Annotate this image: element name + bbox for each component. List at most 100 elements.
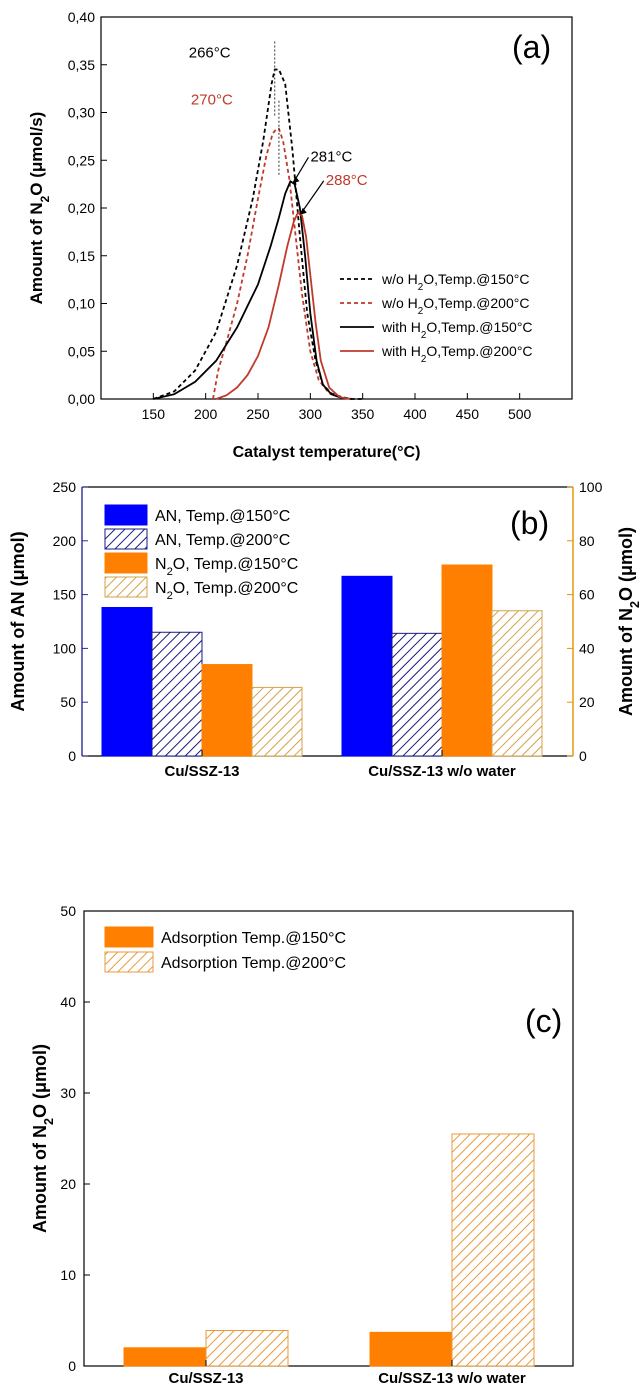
legend-label: AN, Temp.@150°C bbox=[155, 508, 290, 525]
y-axis-title-part: mol) bbox=[30, 1044, 50, 1082]
bar bbox=[201, 664, 253, 757]
legend-label-part: O,Temp.@200°C bbox=[426, 343, 532, 359]
legend-label-part: O, Temp.@150°C bbox=[173, 556, 299, 573]
bar bbox=[441, 564, 493, 757]
legend-label-part: O,Temp.@150°C bbox=[423, 271, 529, 287]
y-axis-title-part: 2 bbox=[38, 195, 52, 202]
y-axis-title-part: 2 bbox=[42, 1118, 56, 1125]
left-tick-label: 0 bbox=[68, 748, 76, 764]
y-tick-label: 0,30 bbox=[68, 105, 95, 121]
annotation-arrowhead bbox=[292, 176, 300, 184]
y-tick-label: 20 bbox=[60, 1176, 76, 1192]
legend-label: N2O, Temp.@150°C bbox=[155, 556, 298, 578]
left-tick-label: 50 bbox=[60, 694, 76, 710]
y-tick-label: 0,15 bbox=[68, 248, 95, 264]
legend-label: w/o H2O,Temp.@200°C bbox=[381, 295, 529, 317]
legend-label: with H2O,Temp.@150°C bbox=[381, 319, 533, 341]
annotation-arrow bbox=[300, 180, 325, 215]
right-axis-title-part: Amount of N bbox=[616, 608, 636, 716]
series-line bbox=[153, 179, 353, 400]
category-label: Cu/SSZ-13 w/o water bbox=[368, 763, 516, 780]
y-tick-label: 0,00 bbox=[68, 391, 95, 407]
bar bbox=[151, 631, 203, 757]
right-tick-label: 60 bbox=[579, 587, 595, 603]
series-line bbox=[152, 68, 363, 400]
legend-label: Adsorption Temp.@150°C bbox=[161, 930, 346, 947]
y-tick-label: 0,25 bbox=[68, 152, 95, 168]
peak-annotation: 270°C bbox=[191, 92, 233, 109]
category-label: Cu/SSZ-13 bbox=[164, 763, 239, 780]
y-axis-title-part: mol/s) bbox=[27, 112, 46, 162]
x-tick-label: 500 bbox=[508, 406, 532, 422]
legend-label-part: 2 bbox=[421, 354, 426, 365]
series-line bbox=[212, 127, 353, 400]
y-tick-label: 0,35 bbox=[68, 57, 95, 73]
peak-annotation: 281°C bbox=[310, 148, 352, 165]
right-axis-title-part: μ bbox=[616, 565, 636, 576]
right-tick-label: 20 bbox=[579, 694, 595, 710]
peak-annotation: 288°C bbox=[326, 172, 368, 189]
peak-annotation: 266°C bbox=[189, 45, 231, 62]
x-axis-title: Catalyst temperature(°C) bbox=[233, 444, 421, 461]
panel-label: (c) bbox=[525, 1003, 562, 1039]
legend-label: AN, Temp.@200°C bbox=[155, 532, 290, 549]
bar bbox=[369, 1331, 453, 1367]
plot-frame bbox=[83, 910, 574, 1367]
bar bbox=[451, 1133, 535, 1367]
left-tick-label: 100 bbox=[53, 640, 77, 656]
category-label: Cu/SSZ-13 w/o water bbox=[378, 1370, 526, 1387]
left-tick-label: 250 bbox=[53, 479, 77, 495]
x-tick-label: 200 bbox=[194, 406, 218, 422]
legend-label: w/o H2O,Temp.@150°C bbox=[381, 271, 529, 293]
annotation-arrowhead bbox=[299, 207, 307, 215]
bar bbox=[251, 686, 303, 757]
legend-label-part: 2 bbox=[418, 282, 423, 293]
x-tick-label: 450 bbox=[456, 406, 480, 422]
legend-label-part: O,Temp.@200°C bbox=[423, 295, 529, 311]
legend-label: N2O, Temp.@200°C bbox=[155, 580, 298, 602]
bar bbox=[123, 1347, 207, 1367]
right-tick-label: 80 bbox=[579, 533, 595, 549]
x-tick-label: 250 bbox=[246, 406, 270, 422]
legend-swatch bbox=[104, 552, 148, 574]
left-tick-label: 200 bbox=[53, 533, 77, 549]
plot-frame bbox=[100, 16, 573, 400]
right-tick-label: 40 bbox=[579, 640, 595, 656]
legend-label-part: AN, Temp.@200°C bbox=[155, 532, 290, 549]
legend-swatch bbox=[104, 926, 154, 948]
legend-label-part: AN, Temp.@150°C bbox=[155, 508, 290, 525]
legend-label: Adsorption Temp.@200°C bbox=[161, 955, 346, 972]
y-axis-title-part: O ( bbox=[30, 1093, 50, 1118]
y-axis-title-part: μ bbox=[30, 1082, 50, 1093]
legend-label-part: 2 bbox=[167, 590, 173, 602]
legend-swatch bbox=[104, 504, 148, 526]
category-label: Cu/SSZ-13 bbox=[168, 1370, 243, 1387]
bar bbox=[101, 607, 153, 757]
panel-label: (b) bbox=[510, 505, 549, 541]
right-tick-label: 0 bbox=[579, 748, 587, 764]
legend-label: with H2O,Temp.@200°C bbox=[381, 343, 533, 365]
panel-a-chart: 0,00 0,05 0,10 0,15 0,20 0,25 0,30 0,35 0,40 150 2… bbox=[27, 9, 573, 461]
right-tick-label: 100 bbox=[579, 479, 603, 495]
legend-label-part: N bbox=[155, 556, 167, 573]
x-tick-label: 350 bbox=[351, 406, 375, 422]
y-tick-label: 10 bbox=[60, 1267, 76, 1283]
legend-label-part: O, Temp.@200°C bbox=[173, 580, 299, 597]
y-tick-label: 50 bbox=[60, 903, 76, 919]
legend-swatch bbox=[104, 528, 148, 550]
legend-label-part: w/o H bbox=[381, 295, 418, 311]
y-axis-title-part: μ bbox=[27, 162, 46, 172]
legend-label-part: O,Temp.@150°C bbox=[426, 319, 532, 335]
bar bbox=[341, 575, 393, 757]
left-axis-title-part: μ bbox=[8, 569, 28, 580]
legend-label-part: with H bbox=[381, 343, 421, 359]
y-tick-label: 0,40 bbox=[68, 9, 95, 25]
left-axis-title-part: Amount of AN ( bbox=[8, 580, 28, 711]
left-axis-title: Amount of AN (μmol) bbox=[8, 531, 28, 711]
legend-label-part: 2 bbox=[167, 566, 173, 578]
legend-label-part: 2 bbox=[421, 330, 426, 341]
panel-b-chart: 0 50 100 150 200 250 0 20 40 60 80 100 Amount of AN … bbox=[8, 479, 642, 780]
y-axis-title: Amount of N2O (μmol/s) bbox=[27, 112, 52, 305]
legend-swatch bbox=[104, 951, 154, 973]
